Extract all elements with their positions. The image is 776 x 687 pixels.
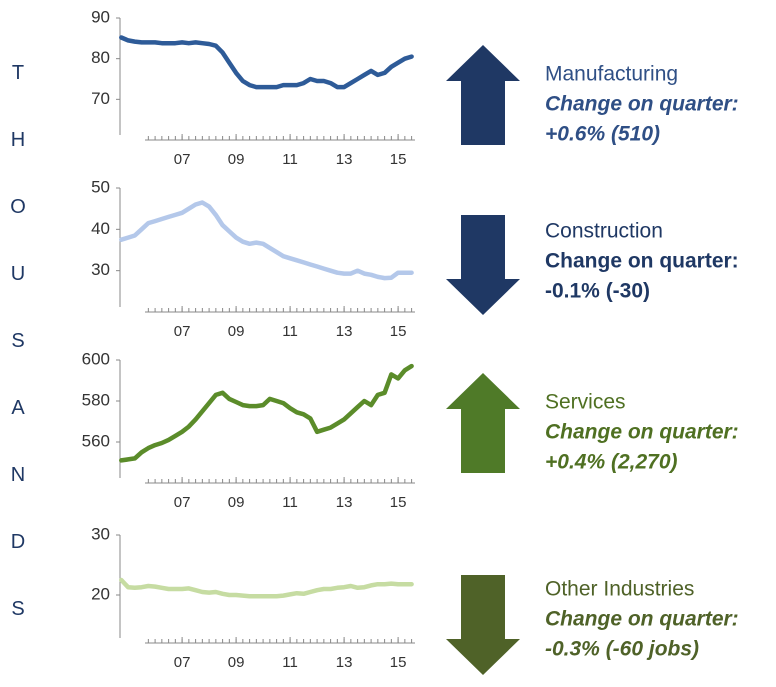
y-tick-label: 50 [91, 177, 110, 196]
y-axis-label: THOUSANDS [7, 62, 29, 665]
series-line [119, 577, 414, 599]
series-line [119, 35, 414, 90]
x-tick-label: 15 [390, 494, 407, 511]
x-tick-label: 15 [390, 323, 407, 340]
x-tick-label: 13 [336, 151, 353, 168]
x-tick-label: 07 [174, 151, 191, 168]
sector-label: Construction [545, 220, 663, 243]
x-tick-label: 15 [390, 151, 407, 168]
change-label: Change on quarter: [545, 421, 739, 444]
x-tick-label: 09 [228, 323, 245, 340]
x-tick-label: 15 [390, 654, 407, 671]
x-tick-label: 11 [282, 323, 298, 340]
trend-arrow [446, 373, 520, 473]
change-value: +0.6% (510) [545, 123, 660, 146]
x-tick-label: 11 [282, 654, 298, 671]
x-tick-label: 07 [174, 654, 191, 671]
y-tick-label: 30 [91, 260, 110, 279]
x-tick-label: 07 [174, 494, 191, 511]
y-tick-label: 70 [91, 89, 110, 108]
y-tick-label: 600 [82, 349, 110, 368]
series-line [119, 363, 414, 463]
x-tick-label: 09 [228, 654, 245, 671]
x-tick-label: 09 [228, 494, 245, 511]
x-tick-label: 13 [336, 494, 353, 511]
trend-arrow [446, 215, 520, 315]
series-line [119, 200, 414, 281]
change-value: +0.4% (2,270) [545, 451, 678, 474]
y-tick-label: 580 [82, 390, 110, 409]
change-label: Change on quarter: [545, 608, 739, 631]
trend-arrow [446, 575, 520, 675]
y-tick-label: 20 [91, 584, 110, 603]
change-label: Change on quarter: [545, 93, 739, 116]
y-tick-label: 40 [91, 219, 110, 238]
y-tick-label: 90 [91, 7, 110, 26]
trend-arrow [446, 45, 520, 145]
change-label: Change on quarter: [545, 250, 739, 273]
x-tick-label: 13 [336, 654, 353, 671]
y-tick-label: 30 [91, 524, 110, 543]
sector-label: Other Industries [545, 578, 694, 601]
x-tick-label: 07 [174, 323, 191, 340]
y-tick-label: 560 [82, 431, 110, 450]
change-value: -0.1% (-30) [545, 280, 650, 303]
sector-label: Services [545, 391, 626, 414]
y-tick-label: 80 [91, 48, 110, 67]
x-tick-label: 13 [336, 323, 353, 340]
change-value: -0.3% (-60 jobs) [545, 638, 699, 661]
sector-label: Manufacturing [545, 63, 678, 86]
x-tick-label: 11 [282, 151, 298, 168]
x-tick-label: 11 [282, 494, 298, 511]
x-tick-label: 09 [228, 151, 245, 168]
